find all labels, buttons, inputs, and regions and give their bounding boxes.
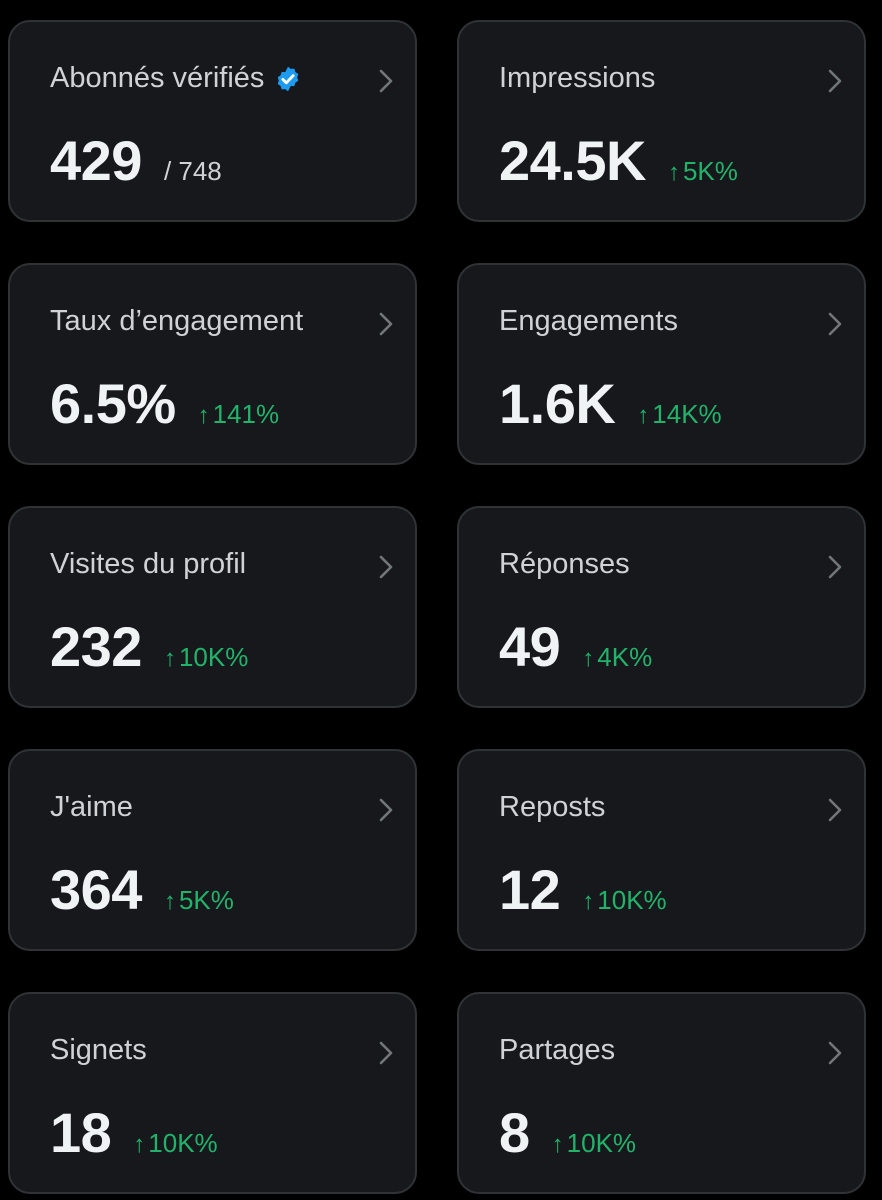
metric-delta-text: 141% [212,399,280,429]
metric-label: Engagements [499,305,678,338]
chevron-right-icon [379,555,393,579]
metric-label-text: Engagements [499,305,678,337]
metric-value-row: 18 ↑ 10K% [50,1100,218,1165]
metric-delta: ↑ 5K% [668,156,738,187]
metrics-grid: Abonnés vérifiés 429 / 748 Impressions 2… [8,20,866,1194]
metric-label: Abonnés vérifiés [50,62,302,95]
metric-value-row: 12 ↑ 10K% [499,857,667,922]
metric-delta-text: 10K% [148,1128,218,1158]
metric-card-impressions[interactable]: Impressions 24.5K ↑ 5K% [457,20,866,222]
chevron-right-icon [828,69,842,93]
metric-label-text: Réponses [499,548,630,580]
metric-delta: ↑ 10K% [133,1128,217,1159]
metric-label-text: Signets [50,1034,147,1066]
metric-card-shares[interactable]: Partages 8 ↑ 10K% [457,992,866,1194]
metric-value: 49 [499,615,561,678]
metric-label: Partages [499,1034,615,1067]
arrow-up-icon: ↑ [163,645,176,672]
verified-badge-icon [278,66,299,91]
metric-value: 1.6K [499,372,616,435]
metric-value: 12 [499,858,561,921]
metric-delta: ↑ 4K% [582,642,652,673]
metric-card-engagements[interactable]: Engagements 1.6K ↑ 14K% [457,263,866,465]
metric-value: 429 [50,129,142,192]
metric-label: Réponses [499,548,630,581]
metric-delta: ↑ 10K% [582,885,666,916]
metric-delta-text: 4K% [597,642,653,672]
arrow-up-icon: ↑ [133,1131,146,1158]
metric-value-row: 49 ↑ 4K% [499,614,652,679]
arrow-up-icon: ↑ [551,1131,564,1158]
metric-value-row: 232 ↑ 10K% [50,614,248,679]
metric-value-row: 24.5K ↑ 5K% [499,128,738,193]
metric-label: Visites du profil [50,548,246,581]
metric-label: Taux d’engagement [50,305,303,338]
metric-value-row: 1.6K ↑ 14K% [499,371,722,436]
metric-label-text: Partages [499,1034,616,1066]
metric-card-replies[interactable]: Réponses 49 ↑ 4K% [457,506,866,708]
arrow-up-icon: ↑ [667,159,680,186]
metric-delta-text: 10K% [178,642,249,672]
metric-value-row: 364 ↑ 5K% [50,857,234,922]
metric-value: 232 [50,615,142,678]
metric-card-bookmarks[interactable]: Signets 18 ↑ 10K% [8,992,417,1194]
chevron-right-icon [379,69,393,93]
arrow-up-icon: ↑ [163,888,176,915]
metric-value: 364 [50,858,142,921]
metric-label-text: Taux d’engagement [50,305,304,337]
arrow-up-icon: ↑ [582,888,595,915]
chevron-right-icon [828,312,842,336]
metric-label-text: Visites du profil [50,548,247,580]
metric-value-row: 429 / 748 [50,128,222,193]
metric-delta-text: 5K% [682,156,738,186]
metric-delta-text: 10K% [566,1128,637,1158]
metric-card-likes[interactable]: J'aime 364 ↑ 5K% [8,749,417,951]
metric-value: 6.5% [50,372,176,435]
metric-label-text: Impressions [499,62,656,94]
metric-value-row: 6.5% ↑ 141% [50,371,279,436]
chevron-right-icon [379,312,393,336]
metric-label: Impressions [499,62,655,95]
metric-delta: ↑ 141% [198,399,280,430]
arrow-up-icon: ↑ [582,645,595,672]
metric-delta: ↑ 10K% [552,1128,636,1159]
chevron-right-icon [379,798,393,822]
metric-delta: ↑ 10K% [164,642,248,673]
metric-delta: ↑ 14K% [637,399,721,430]
metric-value-row: 8 ↑ 10K% [499,1100,636,1165]
metric-delta: ↑ 5K% [164,885,234,916]
metric-label-text: Reposts [499,791,606,823]
metric-value: 24.5K [499,129,646,192]
chevron-right-icon [828,798,842,822]
metric-label: Reposts [499,791,605,824]
metric-card-verified-followers[interactable]: Abonnés vérifiés 429 / 748 [8,20,417,222]
metric-total: / 748 [163,156,222,186]
chevron-right-icon [828,1041,842,1065]
chevron-right-icon [828,555,842,579]
metric-card-profile-visits[interactable]: Visites du profil 232 ↑ 10K% [8,506,417,708]
metric-value: 8 [499,1101,530,1164]
arrow-up-icon: ↑ [197,402,210,429]
metric-delta-text: 5K% [178,885,234,915]
metric-delta-text: 10K% [597,885,667,915]
metric-delta-text: 14K% [652,399,722,429]
metric-card-reposts[interactable]: Reposts 12 ↑ 10K% [457,749,866,951]
metric-label-text: Abonnés vérifiés [50,62,265,94]
metric-label-text: J'aime [50,791,133,823]
arrow-up-icon: ↑ [637,402,650,429]
metric-label: J'aime [50,791,133,824]
metric-label: Signets [50,1034,147,1067]
chevron-right-icon [379,1041,393,1065]
metric-card-engagement-rate[interactable]: Taux d’engagement 6.5% ↑ 141% [8,263,417,465]
metric-value: 18 [50,1101,112,1164]
